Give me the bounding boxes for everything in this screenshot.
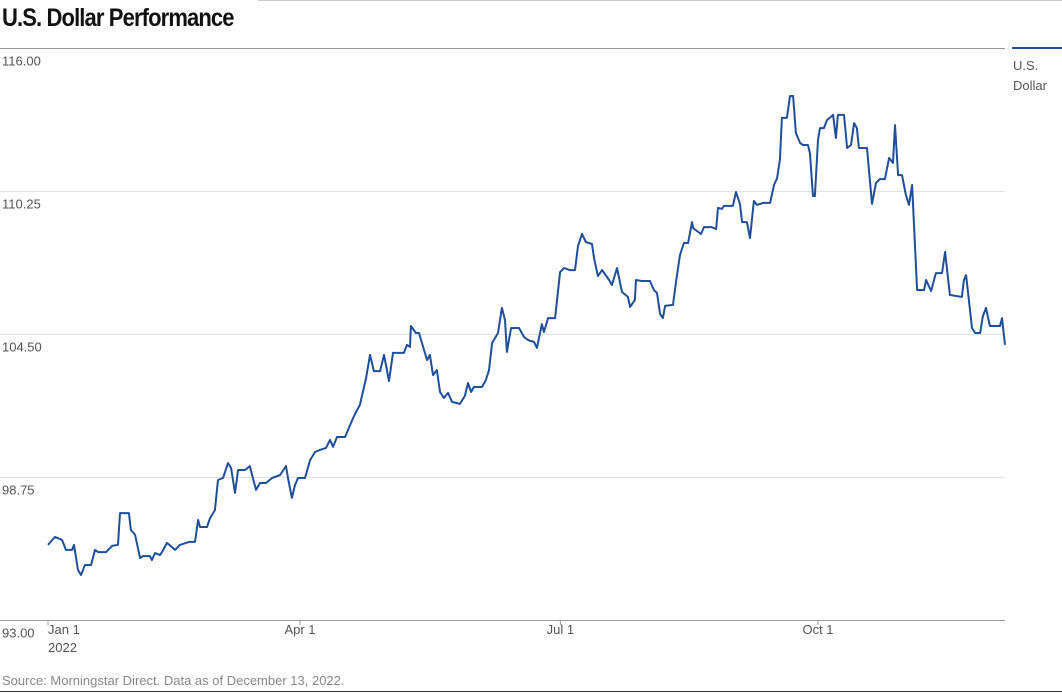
x-tick-sublabel: 2022 (48, 640, 77, 655)
y-tick-label: 116.00 (2, 54, 41, 69)
top-border (258, 0, 1062, 1)
y-tick-label: 104.50 (2, 340, 42, 355)
y-tick-label: 98.75 (2, 483, 35, 498)
y-tick-label: 93.00 (2, 626, 35, 641)
legend-swatch (1012, 47, 1062, 49)
source-note: Source: Morningstar Direct. Data as of D… (2, 673, 345, 688)
x-tick-label: Jan 1 (48, 622, 80, 637)
x-tick-label: Apr 1 (284, 622, 315, 637)
x-tick-label: Oct 1 (802, 622, 833, 637)
y-tick-label: 110.25 (2, 197, 41, 212)
x-tick-label: Jul 1 (547, 622, 574, 637)
bottom-border (0, 691, 1062, 692)
series-line-us-dollar (47, 95, 1006, 576)
legend-label: U.S. Dollar (1013, 58, 1047, 93)
chart-title: U.S. Dollar Performance (2, 4, 235, 32)
